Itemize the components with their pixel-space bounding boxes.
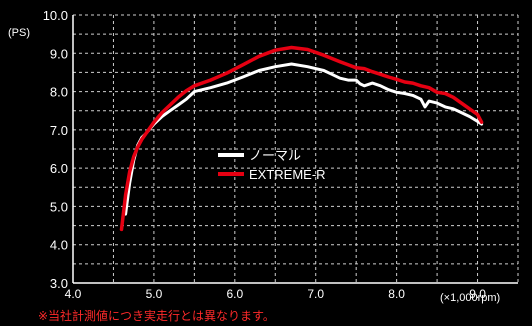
y-tick-label: 10.0 [43,8,68,23]
legend-label: ノーマル [249,148,301,163]
y-tick-label: 9.0 [50,46,68,61]
x-tick-label: 6.0 [226,287,243,301]
legend-label: EXTREME-R [249,167,326,182]
x-tick-label: 9.0 [469,287,486,301]
footnote: ※当社計測値につき実走行とは異なります。 [38,309,275,323]
x-axis-label: (×1,000rpm) [440,292,500,304]
x-tick-label: 8.0 [388,287,405,301]
x-tick-label: 7.0 [307,287,324,301]
x-tick-label: 4.0 [65,287,82,301]
y-tick-label: 5.0 [50,199,68,214]
x-tick-label: 5.0 [146,287,163,301]
grid [72,14,519,284]
y-tick-label: 8.0 [50,85,68,100]
y-tick-label: 6.0 [50,161,68,176]
series-line-extreme-r [119,45,484,232]
y-tick-label: 3.0 [50,276,68,291]
y-axis-label: (PS) [8,27,30,39]
y-tick-label: 4.0 [50,238,68,253]
y-tick-label: 7.0 [50,123,68,138]
legend: ノーマル EXTREME-R [218,148,326,182]
series-lines [119,45,484,232]
axes: 3.04.05.06.07.08.09.010.04.0 5.0 6.0 7.0 8.0… [8,8,518,304]
series-line-normal [124,62,484,216]
